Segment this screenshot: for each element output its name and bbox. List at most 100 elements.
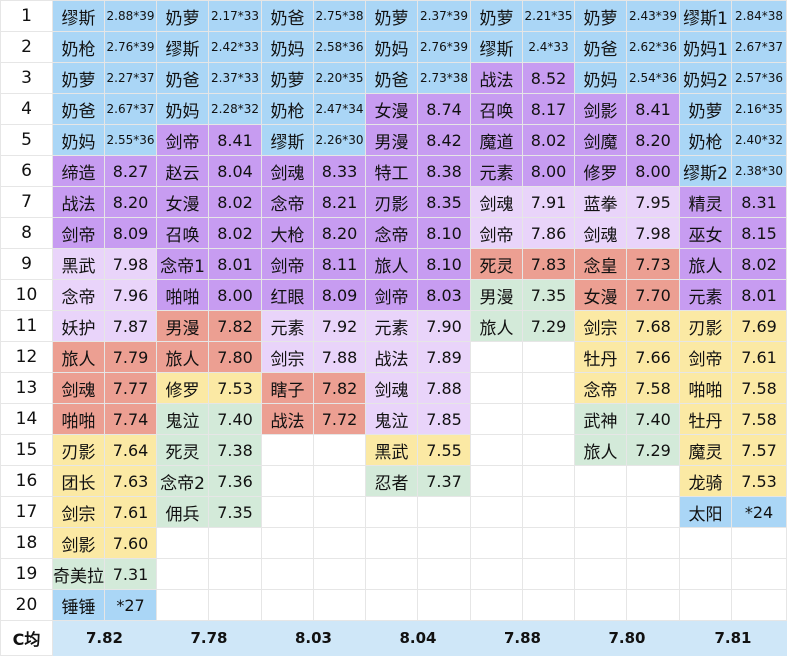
class-name-cell[interactable]: 念皇 [574, 248, 627, 280]
class-name-cell[interactable]: 魔道 [470, 124, 523, 156]
score-cell[interactable]: 7.61 [104, 496, 157, 528]
class-name-cell[interactable]: 牡丹 [679, 403, 732, 435]
class-name-cell[interactable]: 红眼 [261, 279, 314, 311]
class-name-cell[interactable]: 元素 [365, 310, 418, 342]
score-cell[interactable]: 8.41 [626, 93, 680, 125]
score-cell[interactable]: 2.67*37 [731, 31, 787, 63]
score-cell[interactable]: 7.61 [731, 341, 787, 373]
class-name-cell[interactable]: 缪斯1 [679, 0, 732, 32]
column-average[interactable]: 7.78 [156, 620, 262, 656]
score-cell[interactable]: 7.55 [417, 434, 471, 466]
score-cell[interactable]: 8.38 [417, 155, 471, 187]
class-name-cell[interactable] [574, 527, 627, 559]
class-name-cell[interactable] [156, 527, 209, 559]
class-name-cell[interactable] [365, 558, 418, 590]
class-name-cell[interactable]: 奶爸 [574, 31, 627, 63]
class-name-cell[interactable]: 念帝 [52, 279, 105, 311]
score-cell[interactable]: 7.77 [104, 372, 157, 404]
score-cell[interactable] [626, 589, 680, 621]
class-name-cell[interactable]: 念帝2 [156, 465, 209, 497]
score-cell[interactable]: 7.82 [208, 310, 262, 342]
class-name-cell[interactable]: 剑影 [574, 93, 627, 125]
score-cell[interactable]: 2.37*39 [417, 0, 471, 32]
class-name-cell[interactable]: 缪斯2 [679, 155, 732, 187]
score-cell[interactable]: 7.89 [417, 341, 471, 373]
score-cell[interactable]: 8.02 [731, 248, 787, 280]
score-cell[interactable]: 7.83 [522, 248, 575, 280]
class-name-cell[interactable]: 奶萝 [52, 62, 105, 94]
class-name-cell[interactable]: 女漫 [156, 186, 209, 218]
score-cell[interactable]: 7.68 [626, 310, 680, 342]
class-name-cell[interactable]: 战法 [365, 341, 418, 373]
score-cell[interactable]: 7.63 [104, 465, 157, 497]
class-name-cell[interactable]: 缪斯 [156, 31, 209, 63]
class-name-cell[interactable]: 剑魂 [574, 217, 627, 249]
class-name-cell[interactable]: 太阳 [679, 496, 732, 528]
class-name-cell[interactable] [470, 589, 523, 621]
score-cell[interactable] [522, 403, 575, 435]
class-name-cell[interactable]: 剑帝 [470, 217, 523, 249]
class-name-cell[interactable]: 刃影 [365, 186, 418, 218]
score-cell[interactable]: 7.87 [104, 310, 157, 342]
score-cell[interactable] [522, 372, 575, 404]
class-name-cell[interactable]: 奶妈 [52, 124, 105, 156]
class-name-cell[interactable]: 剑帝 [52, 217, 105, 249]
score-cell[interactable]: 8.21 [313, 186, 366, 218]
score-cell[interactable]: 2.76*39 [417, 31, 471, 63]
class-name-cell[interactable]: 忍者 [365, 465, 418, 497]
score-cell[interactable]: 7.90 [417, 310, 471, 342]
class-name-cell[interactable]: 剑宗 [261, 341, 314, 373]
score-cell[interactable]: 7.66 [626, 341, 680, 373]
score-cell[interactable]: 7.31 [104, 558, 157, 590]
class-name-cell[interactable] [470, 527, 523, 559]
score-cell[interactable]: 2.40*32 [731, 124, 787, 156]
class-name-cell[interactable]: 念帝 [261, 186, 314, 218]
class-name-cell[interactable]: 蓝拳 [574, 186, 627, 218]
score-cell[interactable]: 8.35 [417, 186, 471, 218]
score-cell[interactable]: 7.29 [626, 434, 680, 466]
column-average[interactable]: 8.04 [365, 620, 471, 656]
class-name-cell[interactable]: 龙骑 [679, 465, 732, 497]
class-name-cell[interactable]: 特工 [365, 155, 418, 187]
class-name-cell[interactable]: 缪斯 [52, 0, 105, 32]
class-name-cell[interactable]: 元素 [470, 155, 523, 187]
class-name-cell[interactable]: 战法 [52, 186, 105, 218]
class-name-cell[interactable]: 剑帝 [365, 279, 418, 311]
score-cell[interactable]: 7.88 [313, 341, 366, 373]
class-name-cell[interactable] [470, 403, 523, 435]
score-cell[interactable]: 7.85 [417, 403, 471, 435]
class-name-cell[interactable]: 剑魂 [365, 372, 418, 404]
class-name-cell[interactable]: 魔灵 [679, 434, 732, 466]
score-cell[interactable]: 7.98 [626, 217, 680, 249]
score-cell[interactable] [208, 527, 262, 559]
class-name-cell[interactable] [470, 465, 523, 497]
class-name-cell[interactable]: 剑宗 [574, 310, 627, 342]
score-cell[interactable] [522, 341, 575, 373]
score-cell[interactable]: 8.27 [104, 155, 157, 187]
score-cell[interactable] [208, 558, 262, 590]
class-name-cell[interactable] [470, 341, 523, 373]
score-cell[interactable]: 7.57 [731, 434, 787, 466]
class-name-cell[interactable]: 剑魂 [261, 155, 314, 187]
score-cell[interactable]: 8.31 [731, 186, 787, 218]
class-name-cell[interactable]: 念帝 [365, 217, 418, 249]
score-cell[interactable]: 7.60 [104, 527, 157, 559]
class-name-cell[interactable]: 奶妈 [574, 62, 627, 94]
class-name-cell[interactable]: 战法 [470, 62, 523, 94]
class-name-cell[interactable]: 剑帝 [261, 248, 314, 280]
score-cell[interactable]: 2.47*34 [313, 93, 366, 125]
class-name-cell[interactable]: 旅人 [52, 341, 105, 373]
score-cell[interactable]: 2.16*35 [731, 93, 787, 125]
score-cell[interactable]: 2.20*35 [313, 62, 366, 94]
class-name-cell[interactable]: 奶爸 [52, 93, 105, 125]
score-cell[interactable]: 7.74 [104, 403, 157, 435]
class-name-cell[interactable] [574, 558, 627, 590]
column-average[interactable]: 7.81 [679, 620, 787, 656]
class-name-cell[interactable] [261, 496, 314, 528]
score-cell[interactable] [626, 558, 680, 590]
score-cell[interactable]: 7.64 [104, 434, 157, 466]
class-name-cell[interactable]: 奶萝 [365, 0, 418, 32]
class-name-cell[interactable] [156, 589, 209, 621]
class-name-cell[interactable]: 念帝 [574, 372, 627, 404]
class-name-cell[interactable]: 黑武 [52, 248, 105, 280]
